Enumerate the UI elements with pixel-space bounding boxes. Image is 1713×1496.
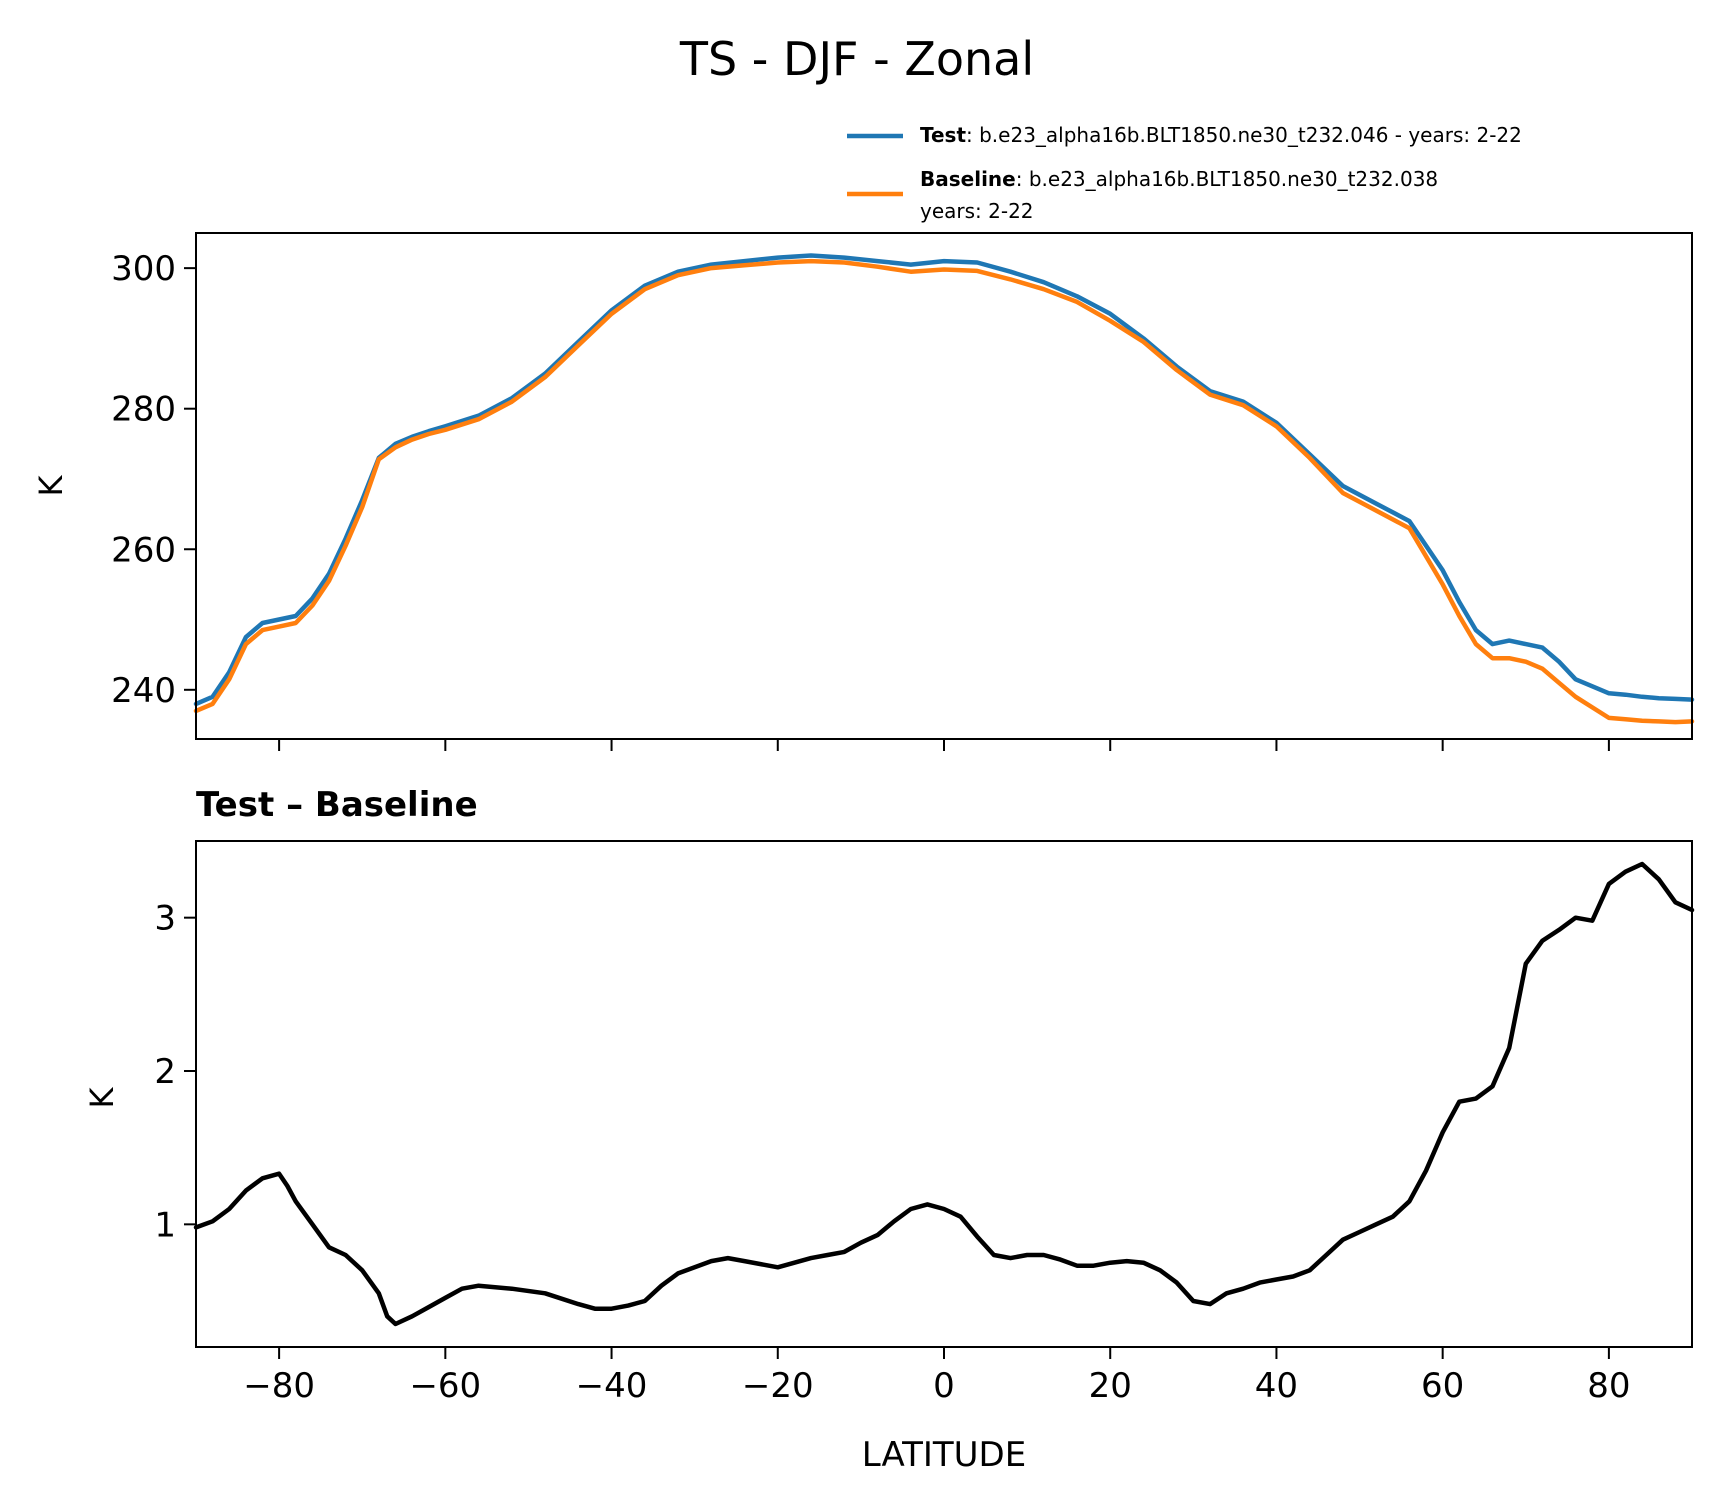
top-panel-frame [195,232,1693,740]
bottom-panel-title: Test – Baseline [196,785,478,825]
legend-baseline-entry: Baseline: b.e23_alpha16b.BLT1850.ne30_t2… [920,167,1438,191]
figure-title: TS - DJF - Zonal [679,32,1034,86]
x-tick-label: 0 [933,1366,955,1406]
top-panel-ticks: 240 260 280 300 [111,249,1610,751]
bottom-panel-frame [195,840,1693,1348]
legend: Test: b.e23_alpha16b.BLT1850.ne30_t232.0… [847,123,1522,223]
legend-test-text: : b.e23_alpha16b.BLT1850.ne30_t232.046 -… [966,123,1522,147]
top-y-tick-label: 240 [111,671,176,711]
bottom-panel-ticks: −80 −60 −40 −20 0 20 40 60 80 1 2 3 [154,899,1630,1406]
x-tick-label: 20 [1089,1366,1132,1406]
legend-test-entry: Test: b.e23_alpha16b.BLT1850.ne30_t232.0… [920,123,1522,147]
top-panel-series [193,253,1695,725]
top-y-tick-label: 280 [111,390,176,430]
legend-test-label: Test [920,123,966,147]
bottom-panel-ylabel: K [83,1086,121,1108]
x-tick-label: −60 [409,1366,481,1406]
x-tick-label: −40 [576,1366,648,1406]
x-tick-label: 60 [1421,1366,1464,1406]
x-tick-label: −80 [243,1366,315,1406]
x-tick-label: 40 [1255,1366,1298,1406]
top-y-tick-label: 260 [111,530,176,570]
x-tick-label: −20 [742,1366,814,1406]
difference-series-line [193,861,1695,1327]
bottom-panel-series [193,861,1695,1327]
top-panel: 240 260 280 300 K [32,232,1695,751]
top-panel-ylabel: K [32,474,70,496]
test-series-line [193,253,1695,707]
baseline-series-line [193,258,1695,725]
legend-baseline-text2: years: 2-22 [920,199,1034,223]
legend-baseline-label: Baseline [920,167,1016,191]
bottom-y-tick-label: 1 [154,1205,176,1245]
bottom-y-tick-label: 3 [154,899,176,939]
legend-baseline-text: : b.e23_alpha16b.BLT1850.ne30_t232.038 [1016,167,1438,191]
bottom-y-tick-label: 2 [154,1052,176,1092]
top-y-tick-label: 300 [111,249,176,289]
bottom-panel: Test – Baseline −80 −60 −40 −20 0 20 40 60 80 1 2 3… [83,785,1695,1475]
x-tick-label: 80 [1587,1366,1630,1406]
bottom-panel-xlabel: LATITUDE [862,1435,1026,1475]
